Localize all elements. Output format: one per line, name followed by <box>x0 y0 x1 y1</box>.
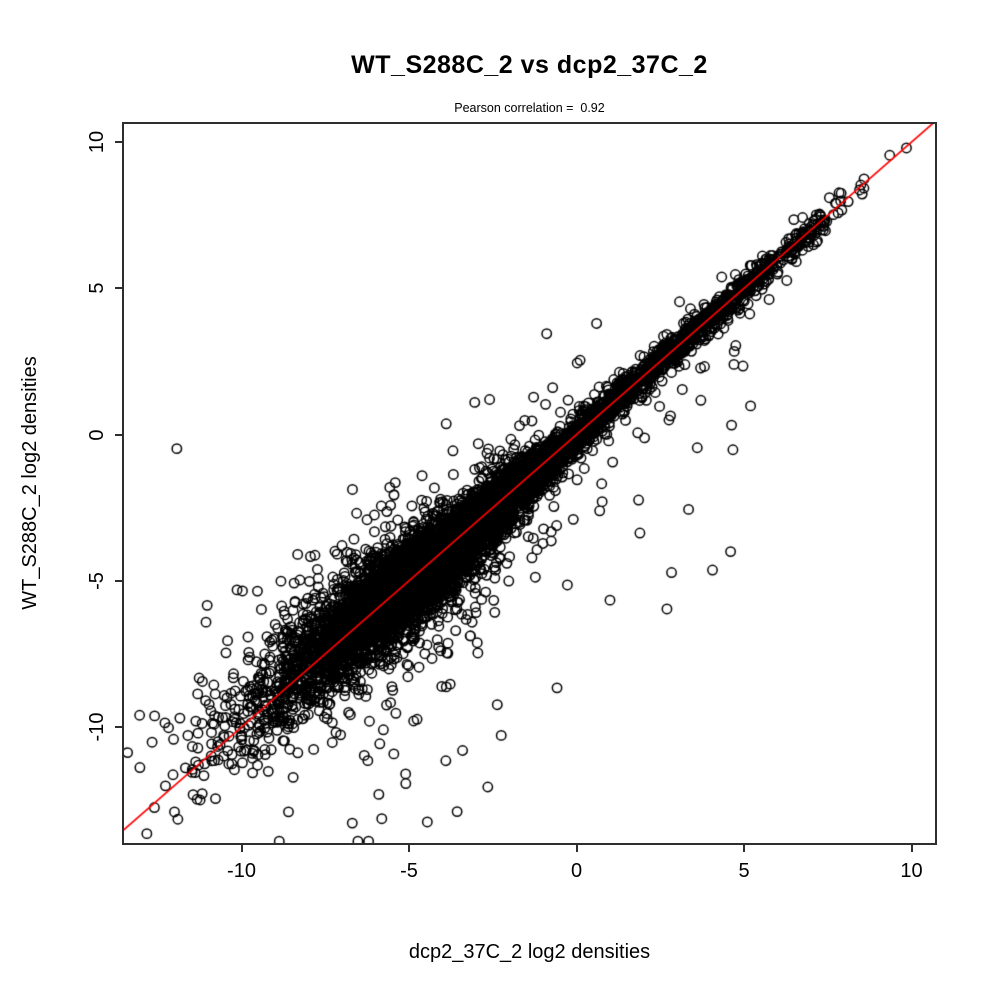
y-tick-mark <box>115 579 122 582</box>
x-tick-label: 5 <box>738 860 750 882</box>
plot-subtitle: Pearson correlation = 0.92 <box>454 101 605 115</box>
y-tick-mark <box>115 433 122 436</box>
x-tick-mark <box>743 845 745 852</box>
y-tick-label: 10 <box>85 130 108 154</box>
plot-area-box <box>122 122 937 845</box>
x-tick-mark <box>575 845 578 852</box>
y-tick-mark <box>115 726 122 729</box>
y-axis-label: WT_S288C_2 log2 densities <box>19 356 41 610</box>
y-tick-label: 5 <box>85 282 108 294</box>
scatter-canvas <box>124 124 935 843</box>
x-tick-mark <box>240 845 243 852</box>
x-tick-label: 0 <box>570 860 583 882</box>
x-tick-mark <box>408 845 410 852</box>
x-tick-label: -10 <box>227 860 256 882</box>
x-tick-mark <box>910 845 913 852</box>
plot-title: WT_S288C_2 vs dcp2_37C_2 <box>351 51 708 79</box>
y-tick-label: -10 <box>85 712 108 742</box>
y-tick-mark <box>115 287 122 290</box>
y-tick-label: 0 <box>85 429 108 441</box>
y-tick-label: -5 <box>85 571 108 590</box>
y-tick-mark <box>115 141 122 144</box>
x-tick-label: 10 <box>900 860 923 882</box>
x-axis-label: dcp2_37C_2 log2 densities <box>408 941 651 963</box>
x-tick-label: -5 <box>400 860 418 882</box>
